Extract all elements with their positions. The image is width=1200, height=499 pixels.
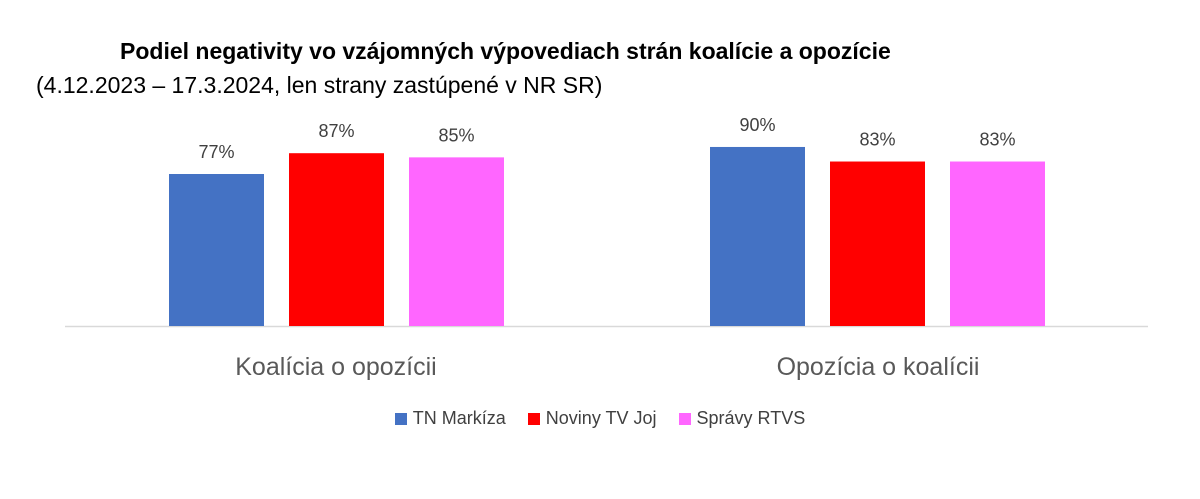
legend-label-0: TN Markíza <box>412 408 506 428</box>
chart-subtitle: (4.12.2023 – 17.3.2024, len strany zastú… <box>36 72 603 98</box>
chart-legend: TN Markíza Noviny TV Joj Správy RTVS <box>0 408 1200 429</box>
legend-label-2: Správy RTVS <box>696 408 806 428</box>
bar-1-0 <box>289 153 384 326</box>
legend-item-1: Noviny TV Joj <box>527 408 657 429</box>
legend-item-0: TN Markíza <box>394 408 506 429</box>
bar-0-1 <box>710 146 805 326</box>
data-label-2-0: 85% <box>438 125 474 145</box>
data-label-2-1: 83% <box>979 130 1015 150</box>
legend-swatch-2 <box>678 412 691 425</box>
bar-0-0 <box>169 174 264 326</box>
chart-title: Podiel negativity vo vzájomných výpovedi… <box>120 38 891 64</box>
legend-label-1: Noviny TV Joj <box>545 408 657 428</box>
bar-1-1 <box>830 161 925 326</box>
data-label-0-0: 77% <box>198 142 234 162</box>
data-label-0-1: 90% <box>739 115 775 135</box>
data-label-1-1: 83% <box>859 130 895 150</box>
category-label-0: Koalícia o opozícii <box>235 353 437 381</box>
data-label-1-0: 87% <box>318 121 354 141</box>
legend-swatch-1 <box>527 412 540 425</box>
bar-2-1 <box>950 161 1045 326</box>
category-label-1: Opozícia o koalícii <box>777 353 980 381</box>
bar-2-0 <box>409 157 504 326</box>
legend-item-2: Správy RTVS <box>678 408 806 429</box>
legend-swatch-0 <box>394 412 407 425</box>
